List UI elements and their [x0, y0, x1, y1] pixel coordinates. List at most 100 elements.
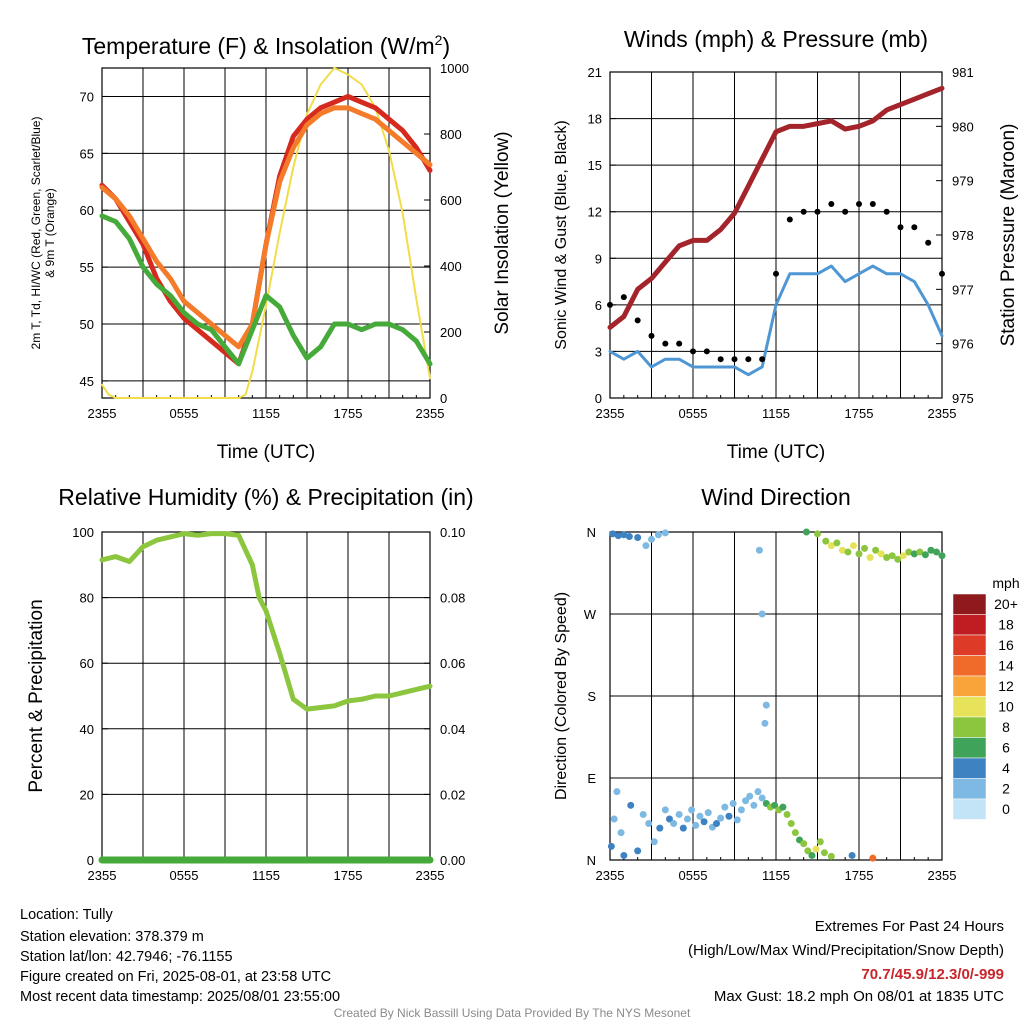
- y-tick-label: 0: [595, 391, 602, 406]
- direction-point: [609, 530, 617, 538]
- colorbar-swatch: [952, 655, 987, 677]
- x-tick-label: 2355: [416, 406, 445, 421]
- direction-point: [675, 810, 683, 818]
- direction-point: [866, 554, 874, 562]
- series-line-temperature: [99, 105, 433, 350]
- y-axis-label: Percent & Precipitation: [26, 599, 47, 792]
- direction-point: [758, 610, 766, 618]
- y-tick-label: W: [584, 607, 597, 622]
- direction-point: [894, 555, 902, 563]
- colorbar-swatch: [952, 757, 987, 779]
- direction-point: [938, 552, 946, 560]
- colorbar-swatch: [952, 614, 987, 636]
- x-tick-label: 0555: [170, 868, 199, 883]
- chart-title: Winds (mph) & Pressure (mb): [624, 26, 928, 52]
- y-tick-label: 18: [588, 112, 602, 127]
- direction-point: [783, 810, 791, 818]
- y-tick-label: N: [587, 853, 596, 868]
- y-tick-label: 3: [595, 344, 602, 359]
- direction-point: [679, 824, 687, 832]
- colorbar-label: 20+: [994, 596, 1018, 612]
- direction-point: [733, 816, 741, 824]
- y-tick-label: 0.08: [440, 591, 465, 606]
- y-tick-label: 0: [87, 853, 94, 868]
- x-tick-label: 2355: [928, 868, 957, 883]
- gust-point: [662, 340, 669, 347]
- gust-point: [759, 356, 766, 363]
- x-tick-label: 1755: [334, 868, 363, 883]
- direction-point: [729, 800, 737, 808]
- extremes-values: 70.7/45.9/12.3/0/-999: [861, 966, 1004, 983]
- y-tick-label: 0.04: [440, 722, 465, 737]
- direction-point: [688, 806, 696, 814]
- y-tick-label: 200: [440, 325, 462, 340]
- direction-point: [812, 845, 820, 853]
- direction-point: [877, 550, 885, 558]
- gust-point: [773, 270, 779, 277]
- y-tick-label: 60: [80, 203, 94, 218]
- y-tick-label: 15: [588, 158, 602, 173]
- direction-point: [771, 801, 779, 809]
- direction-point: [661, 529, 669, 537]
- direction-point: [670, 820, 678, 828]
- direction-point: [700, 818, 708, 826]
- colorbar-swatch: [952, 593, 987, 615]
- direction-point: [869, 854, 877, 862]
- x-tick-label: 2355: [416, 868, 445, 883]
- gust-point: [883, 208, 890, 215]
- direction-point: [620, 851, 628, 859]
- direction-point: [746, 792, 754, 800]
- gust-point: [648, 332, 655, 339]
- gust-point: [786, 216, 793, 223]
- direction-point: [802, 528, 810, 536]
- y-tick-label: 20: [80, 787, 94, 802]
- direction-point: [614, 532, 622, 540]
- x-tick-label: 0555: [679, 406, 708, 421]
- direction-point: [779, 803, 787, 811]
- recent-data-text: Most recent data timestamp: 2025/08/01 2…: [20, 989, 341, 1005]
- direction-point: [750, 801, 758, 809]
- direction-point: [762, 701, 770, 709]
- y-tick-label: 0.10: [440, 525, 465, 540]
- extremes-subtitle: (High/Low/Max Wind/Precipitation/Snow De…: [688, 942, 1004, 959]
- series-line-temperature: [99, 213, 433, 367]
- y-tick-label: 800: [440, 127, 462, 142]
- y-tick-label: 50: [80, 317, 94, 332]
- direction-point: [656, 824, 664, 832]
- direction-point: [844, 548, 852, 556]
- direction-point: [816, 838, 824, 846]
- direction-point: [627, 801, 635, 809]
- direction-point: [822, 537, 830, 545]
- gust-point: [676, 340, 683, 347]
- x-tick-label: 1755: [845, 868, 874, 883]
- direction-point: [872, 546, 880, 554]
- gust-point: [856, 200, 862, 207]
- direction-point: [617, 829, 625, 837]
- y-tick-label: 977: [952, 282, 974, 297]
- gust-point: [939, 270, 945, 277]
- direction-point: [800, 840, 808, 848]
- x-axis-label: Time (UTC): [217, 442, 316, 463]
- y-axis-label: 2m T, Td, HI/WC (Red, Green, Scarlet/Blu…: [29, 117, 43, 350]
- x-tick-label: 1755: [334, 406, 363, 421]
- y-tick-label: 100: [72, 525, 94, 540]
- y-axis-label: Direction (Colored By Speed): [553, 592, 570, 800]
- series-line-wind: [608, 264, 944, 377]
- direction-point: [899, 552, 907, 560]
- x-tick-label: 1755: [845, 406, 874, 421]
- y-tick-label: 400: [440, 259, 462, 274]
- gust-point: [745, 356, 752, 363]
- gust-point: [634, 317, 641, 324]
- series-line-pressure: [607, 85, 945, 330]
- y-tick-label: 978: [952, 228, 974, 243]
- location-text: Location: Tully: [20, 907, 113, 923]
- x-axis-label: Time (UTC): [727, 442, 826, 463]
- y-tick-label: 70: [80, 89, 94, 104]
- direction-point: [827, 542, 835, 550]
- x-tick-label: 1155: [762, 406, 790, 421]
- direction-point: [620, 531, 628, 539]
- direction-point: [725, 812, 733, 820]
- direction-point: [855, 550, 863, 558]
- y-tick-label: E: [587, 771, 596, 786]
- colorbar-label: 8: [1002, 719, 1010, 735]
